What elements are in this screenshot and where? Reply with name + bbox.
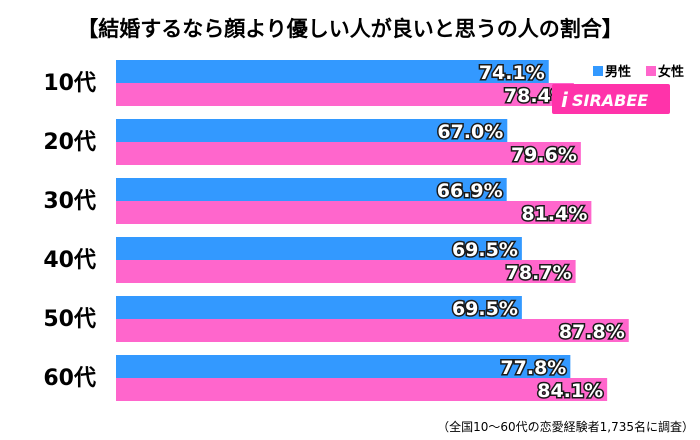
survey-note: （全国10～60代の恋愛経験者1,735名に調査）	[437, 419, 694, 434]
category-label: 40代	[43, 248, 96, 273]
logo-text: SIRABEE	[572, 91, 648, 110]
chart-title: 【結婚するなら顔より優しい人が良いと思うの人の割合】	[77, 17, 623, 41]
legend-swatch	[646, 66, 656, 76]
male-bar	[116, 178, 507, 201]
female-bar	[116, 260, 576, 283]
sirabee-logo: i SIRABEE	[552, 84, 670, 114]
female-value-label: 87.8%	[559, 321, 625, 343]
category-label: 60代	[43, 366, 96, 391]
category-label: 20代	[43, 130, 96, 155]
male-bar	[116, 237, 522, 260]
male-bar	[116, 296, 522, 319]
female-bar	[116, 378, 608, 401]
male-bar	[116, 119, 508, 142]
bar-group: 20代 67.0% 79.6%	[43, 119, 581, 168]
male-value-label: 74.1%	[479, 62, 545, 84]
legend-swatch	[593, 66, 603, 76]
logo-mark: i	[561, 88, 569, 112]
category-label: 50代	[43, 307, 96, 332]
female-bar	[116, 201, 592, 224]
female-value-label: 78.7%	[506, 262, 572, 284]
male-value-label: 77.8%	[500, 357, 566, 379]
female-value-label: 84.1%	[537, 380, 603, 402]
male-value-label: 69.5%	[452, 298, 518, 320]
legend-label: 男性	[605, 64, 631, 80]
category-label: 30代	[43, 189, 96, 214]
female-bar	[116, 83, 574, 106]
male-value-label: 69.5%	[452, 239, 518, 261]
bar-group: 60代 77.8%84.1%	[43, 355, 608, 404]
bar-groups: 10代 74.1%78.4%20代 67.0%79.6%30代 66.9%81.4%4…	[43, 60, 629, 404]
female-bar	[116, 142, 581, 165]
legend: 男性 女性	[593, 64, 684, 80]
bar-group: 40代 69.5%78.7%	[43, 237, 576, 286]
bar-group: 30代 66.9% 81.4%	[43, 178, 592, 227]
male-bar	[116, 355, 571, 378]
logo-background	[552, 84, 670, 114]
bar-group: 50代 69.5% 87.8%	[43, 296, 629, 345]
bar-group: 10代 74.1%78.4%	[43, 60, 574, 109]
male-value-label: 67.0%	[437, 121, 503, 143]
female-value-label: 81.4%	[521, 203, 587, 225]
category-label: 10代	[43, 71, 96, 96]
legend-label: 女性	[658, 64, 684, 80]
male-value-label: 66.9%	[437, 180, 503, 202]
female-bar	[116, 319, 629, 342]
female-value-label: 79.6%	[511, 144, 577, 166]
male-bar	[116, 60, 549, 83]
